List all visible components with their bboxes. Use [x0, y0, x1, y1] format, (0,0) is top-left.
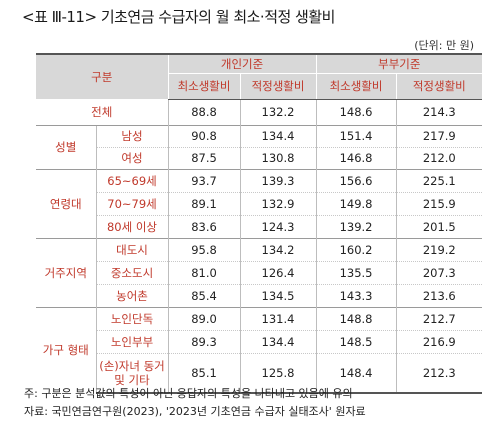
- cell-value: 126.4: [239, 260, 317, 284]
- source-note: 자료: 국민연금연구원(2023), '2023년 기초연금 수급자 실태조사'…: [24, 405, 366, 418]
- table-title: <표 Ⅲ-11> 기초연금 수급자의 월 최소·적정 생활비: [22, 8, 335, 26]
- row-label: 중소도시: [95, 260, 169, 284]
- table-row: 가구 형태 노인단독 89.0 131.4 148.8 212.7: [36, 306, 483, 393]
- cell-value: 146.8: [315, 146, 397, 169]
- row-label-line1: (손)자녀 동거: [99, 358, 165, 373]
- row-label: 농어촌: [95, 283, 169, 307]
- group-label-age: 연령대: [36, 168, 96, 238]
- row-label: 70~79세: [95, 191, 169, 215]
- group-label-region: 거주지역: [36, 237, 96, 307]
- row-label: 65~69세: [95, 168, 169, 192]
- table-row: 중소도시 81.0 126.4 135.5 207.3: [36, 260, 483, 284]
- cell-value: 88.8: [167, 99, 241, 125]
- header-group-individual: 개인기준: [167, 53, 317, 74]
- cell-value: 134.5: [239, 283, 317, 307]
- cell-value: 130.8: [239, 146, 317, 169]
- table-row: 노인부부 89.3 134.4 148.5 216.9: [36, 329, 483, 353]
- cell-value: 148.4: [315, 352, 397, 394]
- unit-label: (단위: 만 원): [414, 39, 474, 52]
- table-row: 80세 이상 83.6 124.3 139.2 201.5: [36, 214, 483, 238]
- cell-value: 217.9: [395, 124, 483, 147]
- cell-value: 89.1: [167, 191, 241, 215]
- cell-value: 212.0: [395, 146, 483, 169]
- row-label-total: 전체: [91, 104, 113, 119]
- cell-value: 131.4: [239, 306, 317, 330]
- cell-value: 124.3: [239, 214, 317, 238]
- living-cost-table: 구분 개인기준 부부기준 최소생활비 적정생활비 최소생활비 적정생활비 전체 …: [36, 53, 483, 394]
- cell-value: 156.6: [315, 168, 397, 192]
- cell-value: 143.3: [315, 283, 397, 307]
- table-row: 거주지역 대도시 95.8 134.2 160.2 219.2: [36, 237, 483, 307]
- row-label: (손)자녀 동거 및 기타: [95, 352, 169, 394]
- header-couple-min: 최소생활비: [315, 73, 397, 100]
- cell-value: 85.1: [167, 352, 241, 394]
- row-label: 남성: [95, 124, 169, 147]
- cell-value: 219.2: [395, 237, 483, 261]
- cell-value: 149.8: [315, 191, 397, 215]
- row-label: 여성: [95, 146, 169, 169]
- table-row: 연령대 65~69세 93.7 139.3 156.6 225.1: [36, 168, 483, 238]
- cell-value: 216.9: [395, 329, 483, 353]
- cell-value: 148.6: [315, 99, 397, 125]
- row-label: 노인부부: [95, 329, 169, 353]
- cell-value: 87.5: [167, 146, 241, 169]
- cell-value: 95.8: [167, 237, 241, 261]
- footnote: 주: 구분은 분석값의 특성이 아닌 응답자의 특성을 나타내고 있음에 유의: [24, 387, 353, 400]
- header-individual-min: 최소생활비: [167, 73, 241, 100]
- header-couple-proper: 적정생활비: [395, 73, 483, 100]
- cell-value: 225.1: [395, 168, 483, 192]
- cell-value: 151.4: [315, 124, 397, 147]
- cell-value: 148.8: [315, 306, 397, 330]
- cell-value: 213.6: [395, 283, 483, 307]
- row-label: 대도시: [95, 237, 169, 261]
- group-label-gender: 성별: [36, 124, 96, 169]
- cell-value: 89.3: [167, 329, 241, 353]
- cell-value: 89.0: [167, 306, 241, 330]
- cell-value: 125.8: [239, 352, 317, 394]
- table-row: 여성 87.5 130.8 146.8 212.0: [36, 146, 483, 169]
- table-row: 농어촌 85.4 134.5 143.3 213.6: [36, 283, 483, 307]
- cell-value: 212.7: [395, 306, 483, 330]
- cell-value: 201.5: [395, 214, 483, 238]
- cell-value: 139.2: [315, 214, 397, 238]
- header-category: 구분: [36, 53, 169, 99]
- cell-value: 132.2: [239, 99, 317, 125]
- cell-value: 148.5: [315, 329, 397, 353]
- cell-value: 134.4: [239, 329, 317, 353]
- table-row: 전체 88.8 132.2 148.6 214.3: [36, 99, 483, 125]
- cell-value: 160.2: [315, 237, 397, 261]
- cell-value: 214.3: [395, 99, 483, 125]
- cell-value: 81.0: [167, 260, 241, 284]
- cell-value: 90.8: [167, 124, 241, 147]
- table-row: 70~79세 89.1 132.9 149.8 215.9: [36, 191, 483, 215]
- cell-value: 134.4: [239, 124, 317, 147]
- cell-value: 134.2: [239, 237, 317, 261]
- cell-value: 139.3: [239, 168, 317, 192]
- cell-value: 135.5: [315, 260, 397, 284]
- group-label-household: 가구 형태: [36, 306, 96, 393]
- row-label-line2: 및 기타: [114, 372, 150, 387]
- table-row: 성별 남성 90.8 134.4 151.4 217.9: [36, 124, 483, 169]
- row-label: 80세 이상: [95, 214, 169, 238]
- cell-value: 212.3: [395, 352, 483, 394]
- cell-value: 207.3: [395, 260, 483, 284]
- header-individual-proper: 적정생활비: [239, 73, 317, 100]
- row-label: 노인단독: [95, 306, 169, 330]
- cell-value: 85.4: [167, 283, 241, 307]
- header-group-couple: 부부기준: [315, 53, 483, 74]
- cell-value: 83.6: [167, 214, 241, 238]
- cell-value: 132.9: [239, 191, 317, 215]
- table-row: (손)자녀 동거 및 기타 85.1 125.8 148.4 212.3: [36, 352, 483, 394]
- cell-value: 215.9: [395, 191, 483, 215]
- cell-value: 93.7: [167, 168, 241, 192]
